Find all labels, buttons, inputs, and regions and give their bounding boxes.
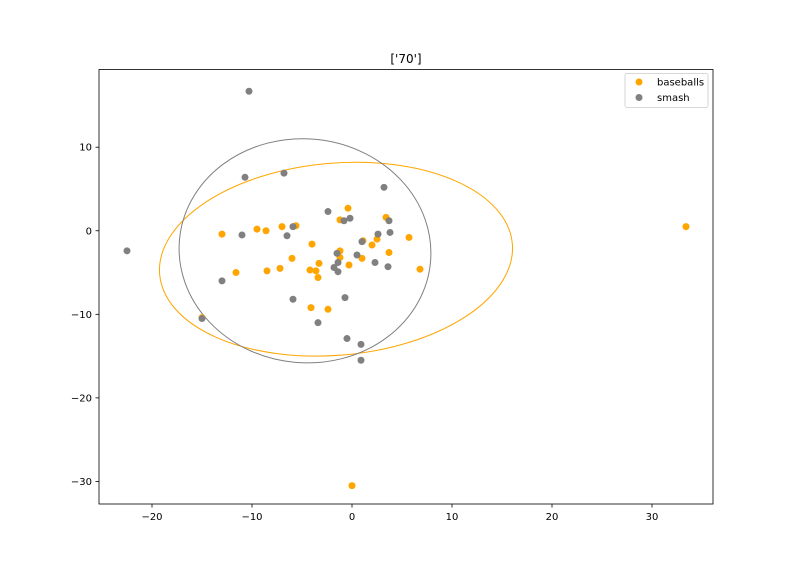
legend-marker-baseballs — [635, 78, 643, 86]
point-smash — [241, 173, 249, 181]
point-baseballs — [345, 261, 353, 269]
point-baseballs — [314, 274, 322, 282]
point-smash — [346, 214, 354, 222]
point-smash — [123, 247, 131, 255]
point-smash — [289, 295, 297, 303]
point-baseballs — [308, 240, 316, 248]
point-smash — [289, 223, 297, 231]
ellipse-smash — [178, 138, 432, 364]
point-baseballs — [324, 305, 332, 313]
point-smash — [353, 251, 361, 259]
point-smash — [283, 232, 291, 240]
point-smash — [371, 259, 379, 267]
point-baseballs — [315, 259, 323, 267]
point-baseballs — [307, 304, 315, 312]
point-baseballs — [385, 248, 393, 256]
point-smash — [238, 231, 246, 239]
point-baseballs — [344, 204, 352, 212]
point-smash — [386, 228, 394, 236]
points-layer — [123, 87, 690, 490]
point-baseballs — [416, 265, 424, 273]
x-tick-label: 0 — [349, 512, 355, 523]
point-smash — [334, 268, 342, 276]
x-tick-label: 10 — [446, 512, 459, 523]
point-baseballs — [358, 254, 366, 262]
point-smash — [324, 208, 332, 216]
point-smash — [341, 294, 349, 302]
point-smash — [343, 335, 351, 343]
point-baseballs — [306, 266, 314, 274]
y-tick-label: −10 — [71, 310, 92, 321]
point-smash — [333, 249, 341, 257]
y-tick-label: −30 — [71, 477, 92, 488]
legend-label-smash: smash — [657, 93, 690, 104]
x-tick-label: 30 — [646, 512, 659, 523]
point-smash — [340, 217, 348, 225]
point-baseballs — [262, 227, 270, 235]
legend-marker-smash — [635, 94, 643, 101]
point-smash — [198, 315, 206, 323]
point-baseballs — [682, 223, 690, 231]
x-axis: −20 −10 0 10 20 30 — [141, 504, 658, 523]
y-tick-label: 0 — [86, 226, 92, 237]
point-baseballs — [405, 233, 413, 241]
y-tick-label: −20 — [71, 393, 92, 404]
point-smash — [357, 356, 365, 364]
point-smash — [384, 263, 392, 271]
chart-title: ['70'] — [390, 52, 421, 66]
x-tick-label: −10 — [241, 512, 262, 523]
point-smash — [358, 238, 366, 246]
ellipse-baseballs — [158, 161, 514, 357]
point-smash — [245, 87, 253, 95]
legend: baseballs smash — [624, 73, 709, 108]
y-axis: 10 0 −10 −20 −30 — [71, 143, 99, 488]
point-baseballs — [348, 482, 356, 490]
legend-box — [624, 73, 709, 108]
point-baseballs — [232, 269, 240, 277]
point-smash — [357, 340, 365, 348]
ellipse-layer — [158, 138, 514, 364]
x-tick-label: 20 — [546, 512, 559, 523]
point-baseballs — [218, 230, 226, 238]
point-baseballs — [288, 254, 296, 262]
plot-frame — [98, 69, 714, 505]
point-smash — [385, 217, 393, 225]
y-tick-label: 10 — [79, 143, 92, 154]
point-smash — [374, 230, 382, 238]
point-baseballs — [312, 267, 320, 275]
point-baseballs — [368, 241, 376, 249]
point-baseballs — [276, 264, 284, 272]
x-tick-label: −20 — [141, 512, 162, 523]
point-smash — [280, 169, 288, 177]
point-baseballs — [278, 223, 286, 231]
point-smash — [334, 259, 342, 267]
point-smash — [218, 277, 226, 285]
point-baseballs — [253, 225, 261, 233]
point-smash — [314, 319, 322, 327]
point-baseballs — [263, 267, 271, 275]
legend-label-baseballs: baseballs — [657, 78, 704, 89]
point-smash — [380, 183, 388, 191]
